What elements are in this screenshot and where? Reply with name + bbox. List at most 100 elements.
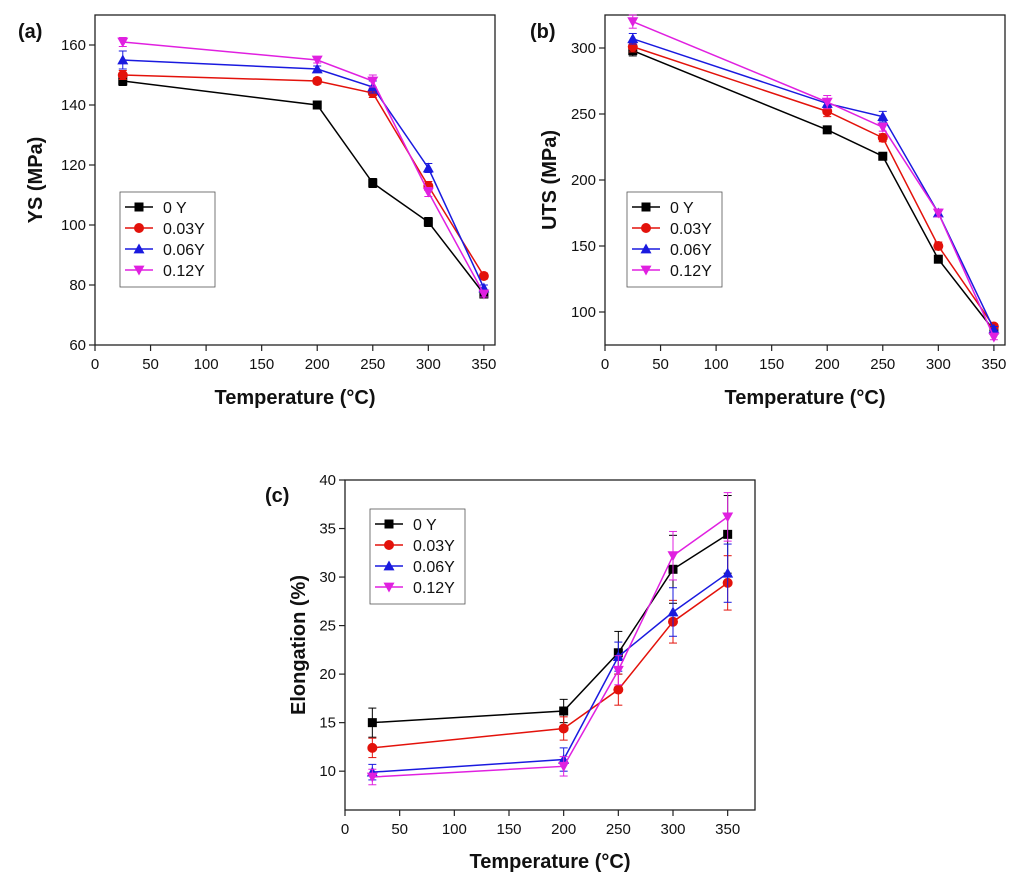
data-point	[367, 76, 379, 87]
series-2	[627, 32, 1000, 334]
y-tick-label: 200	[571, 172, 596, 189]
legend-marker	[133, 265, 145, 276]
panel-label: (a)	[18, 21, 42, 43]
data-point	[366, 772, 378, 783]
x-axis-title: Temperature (°C)	[470, 851, 631, 873]
plot-frame	[344, 479, 756, 811]
legend-label: 0 Y	[163, 200, 187, 217]
data-point	[478, 271, 489, 281]
legend-label: 0.12Y	[163, 263, 205, 280]
data-point	[423, 217, 433, 227]
data-point	[311, 63, 323, 74]
data-point	[822, 125, 832, 135]
legend-label: 0.06Y	[163, 242, 205, 259]
data-point	[932, 208, 944, 219]
y-tick-label: 140	[61, 97, 86, 114]
data-point	[422, 187, 434, 198]
data-point	[667, 551, 679, 562]
legend-label: 0.06Y	[670, 242, 712, 259]
data-point	[559, 706, 569, 716]
legend-marker	[383, 582, 395, 593]
y-tick-label: 10	[319, 763, 336, 780]
data-point	[722, 567, 734, 578]
chart-panel-b: 0 50 100 150 200 250 300 350 100 150 200 250 300 Temp…	[530, 14, 1006, 409]
data-point	[117, 54, 129, 65]
y-tick-label: 25	[319, 618, 336, 635]
legend: 0 Y 0.03Y 0.06Y 0.12Y	[119, 191, 216, 288]
x-tick-label: 100	[442, 821, 467, 838]
legend-label: 0.06Y	[413, 559, 455, 576]
y-tick-label: 250	[571, 106, 596, 123]
legend-label: 0.03Y	[163, 221, 205, 238]
legend-marker	[641, 223, 651, 233]
legend-label: 0.03Y	[413, 538, 455, 555]
legend: 0 Y 0.03Y 0.06Y 0.12Y	[626, 191, 723, 288]
data-point	[612, 665, 624, 676]
y-tick-label: 80	[69, 277, 86, 294]
series-0	[118, 76, 489, 299]
data-point	[312, 76, 323, 86]
x-tick-label: 300	[926, 356, 951, 373]
legend-label: 0.03Y	[670, 221, 712, 238]
x-tick-label: 150	[759, 356, 784, 373]
data-point	[558, 723, 569, 734]
x-tick-label: 350	[981, 356, 1006, 373]
legend-label: 0.12Y	[413, 580, 455, 597]
x-tick-label: 150	[249, 356, 274, 373]
y-tick-label: 30	[319, 569, 336, 586]
x-tick-label: 50	[142, 356, 159, 373]
series-line	[372, 582, 729, 749]
x-tick-label: 50	[391, 821, 408, 838]
y-tick-label: 150	[571, 238, 596, 255]
series-3	[117, 37, 490, 300]
data-point	[118, 76, 128, 86]
panel-label: (c)	[265, 485, 289, 507]
data-point	[627, 33, 639, 44]
y-tick-label: 20	[319, 666, 336, 683]
legend-label: 0 Y	[670, 200, 694, 217]
data-point	[117, 70, 128, 80]
legend-marker	[134, 202, 144, 212]
legend-marker	[384, 519, 394, 529]
chart-panel-c: 0 50 100 150 200 250 300 350 10 15 20 25 30 35 40 Tempe…	[265, 472, 756, 873]
x-tick-label: 150	[496, 821, 521, 838]
data-point	[933, 254, 943, 264]
x-tick-label: 0	[341, 821, 349, 838]
y-axis-title: UTS (MPa)	[539, 130, 561, 230]
y-tick-label: 35	[319, 521, 336, 538]
series-1	[627, 40, 999, 332]
x-tick-label: 350	[715, 821, 740, 838]
x-tick-label: 50	[652, 356, 669, 373]
data-point	[878, 151, 888, 161]
x-tick-label: 300	[416, 356, 441, 373]
legend-marker	[133, 243, 145, 254]
legend-label: 0 Y	[413, 517, 437, 534]
series-3	[627, 14, 1000, 343]
data-point	[367, 742, 378, 753]
legend: 0 Y 0.03Y 0.06Y 0.12Y	[369, 508, 466, 605]
data-point	[311, 55, 323, 66]
y-tick-label: 15	[319, 715, 336, 732]
x-tick-label: 200	[815, 356, 840, 373]
data-point	[933, 241, 944, 251]
panel-label: (b)	[530, 21, 556, 43]
y-axis-title: Elongation (%)	[288, 575, 310, 715]
data-point	[478, 289, 490, 300]
x-tick-label: 200	[305, 356, 330, 373]
data-point	[821, 97, 833, 108]
legend-marker	[640, 243, 652, 254]
y-tick-label: 100	[571, 304, 596, 321]
x-tick-label: 250	[606, 821, 631, 838]
x-tick-label: 200	[551, 821, 576, 838]
x-tick-label: 100	[194, 356, 219, 373]
series-0	[628, 44, 999, 335]
chart-panel-a: 0 50 100 150 200 250 300 350 60 80 100 120 140 160 Tem…	[18, 14, 496, 409]
x-tick-label: 300	[660, 821, 685, 838]
data-point	[312, 100, 322, 110]
data-point	[558, 761, 570, 772]
x-tick-label: 250	[360, 356, 385, 373]
data-point	[367, 718, 377, 728]
data-point	[988, 332, 1000, 343]
x-axis-title: Temperature (°C)	[725, 387, 886, 409]
